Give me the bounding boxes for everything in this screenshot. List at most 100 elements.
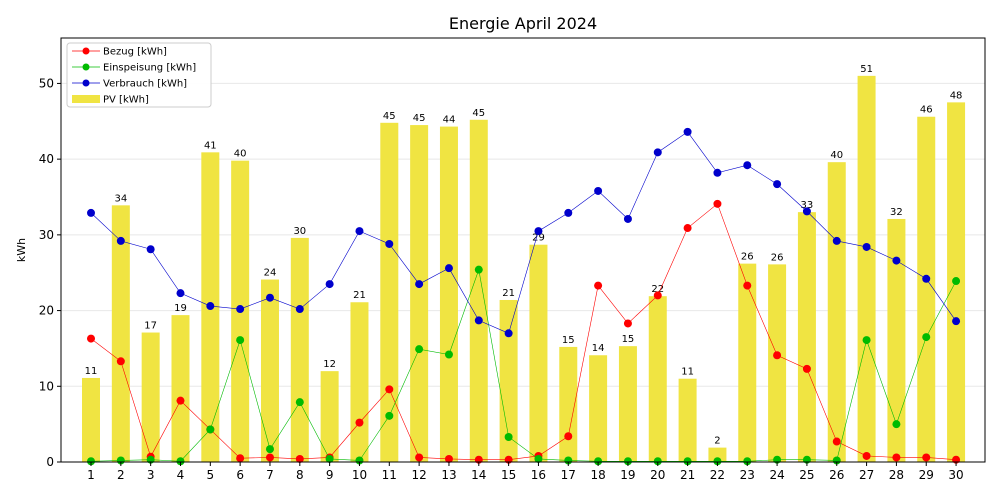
series-point <box>683 457 692 466</box>
x-tick-label: 25 <box>799 468 814 482</box>
legend-label: Bezug [kWh] <box>103 47 167 58</box>
pv-bar-label: 22 <box>651 284 664 295</box>
y-tick-label: 40 <box>39 152 54 166</box>
series-point <box>802 207 811 216</box>
pv-bar-label: 30 <box>293 226 306 237</box>
series-point <box>415 453 424 462</box>
x-tick-label: 14 <box>471 468 486 482</box>
series-point <box>146 245 155 254</box>
pv-bars <box>82 75 966 463</box>
x-tick-label: 20 <box>650 468 665 482</box>
legend-marker <box>82 63 90 71</box>
series-point <box>773 351 782 360</box>
series-point <box>892 420 901 429</box>
series-point <box>594 457 603 466</box>
pv-bar <box>410 125 429 463</box>
series-point <box>504 433 513 442</box>
legend-label: Verbrauch [kWh] <box>103 79 187 90</box>
pv-bar <box>82 377 100 462</box>
legend-box <box>66 42 212 108</box>
x-tick-label: 21 <box>680 468 695 482</box>
pv-bar <box>827 162 846 462</box>
series-2 <box>87 127 961 338</box>
pv-bar <box>350 302 369 462</box>
series-point <box>683 224 692 233</box>
series-point <box>295 305 304 314</box>
series-point <box>534 227 543 236</box>
pv-bar-label: 12 <box>323 359 336 370</box>
series-point <box>653 457 662 466</box>
x-tick-label: 6 <box>236 468 244 482</box>
pv-bar <box>768 264 787 462</box>
x-tick-label: 26 <box>829 468 844 482</box>
series-line <box>90 268 957 462</box>
pv-bar-label: 45 <box>413 113 426 124</box>
legend-bar-swatch <box>72 95 100 103</box>
series-point <box>236 305 245 314</box>
pv-bar-label: 41 <box>204 140 217 151</box>
series-point <box>892 256 901 265</box>
pv-bar-label: 19 <box>174 303 187 314</box>
pv-bar-label: 14 <box>592 343 605 354</box>
series-point <box>713 168 722 177</box>
pv-bar-label: 26 <box>771 252 784 263</box>
series-point <box>206 302 215 311</box>
series-line <box>90 203 957 461</box>
pv-bar <box>499 299 518 462</box>
x-tick-label: 12 <box>411 468 426 482</box>
series-point <box>862 336 871 345</box>
series-point <box>653 148 662 157</box>
pv-bar <box>797 212 816 462</box>
series-point <box>743 281 752 290</box>
series-point <box>743 457 752 466</box>
series-point <box>176 457 185 466</box>
series-point <box>444 350 453 359</box>
pv-bar <box>260 279 279 462</box>
series-point <box>922 333 931 342</box>
x-tick-label: 8 <box>296 468 304 482</box>
series-point <box>176 396 185 405</box>
x-tick-label: 13 <box>441 468 456 482</box>
pv-bar-label: 2 <box>714 436 720 447</box>
series-point <box>802 364 811 373</box>
series-point <box>713 457 722 466</box>
series-point <box>176 289 185 298</box>
pv-bar <box>141 332 160 462</box>
x-tick-label: 1 <box>87 468 95 482</box>
series-line <box>90 131 957 334</box>
x-tick-label: 5 <box>206 468 214 482</box>
legend-label: Einspeisung [kWh] <box>103 63 196 74</box>
series-point <box>504 329 513 338</box>
pv-bar <box>439 126 458 462</box>
x-tick-label: 23 <box>740 468 755 482</box>
series-point <box>87 457 95 466</box>
series-point <box>385 411 394 420</box>
series-point <box>594 281 603 290</box>
x-tick-label: 22 <box>710 468 725 482</box>
pv-bar-label: 45 <box>472 108 485 119</box>
x-tick-label: 15 <box>501 468 516 482</box>
pv-bar-label: 29 <box>532 233 545 244</box>
series-point <box>116 357 125 366</box>
series-point <box>474 316 483 325</box>
series-point <box>295 398 304 407</box>
pv-bar <box>678 378 697 462</box>
pv-bar <box>380 122 399 463</box>
y-axis-ticks: 0 10 20 30 40 50 <box>39 76 61 469</box>
pv-bar-label: 15 <box>562 335 575 346</box>
series-point <box>325 280 334 289</box>
pv-bar-label: 45 <box>383 111 396 122</box>
series-point <box>922 453 931 462</box>
x-tick-label: 29 <box>919 468 934 482</box>
series-point <box>444 454 453 463</box>
series-point <box>832 236 841 245</box>
series-point <box>355 418 364 427</box>
pv-bar-label: 46 <box>920 105 933 116</box>
pv-bar-label: 24 <box>264 268 277 279</box>
series-point <box>265 453 274 462</box>
series-point <box>295 454 304 463</box>
pv-bar-label: 48 <box>950 90 963 101</box>
x-tick-label: 2 <box>117 468 125 482</box>
x-tick-label: 3 <box>147 468 155 482</box>
